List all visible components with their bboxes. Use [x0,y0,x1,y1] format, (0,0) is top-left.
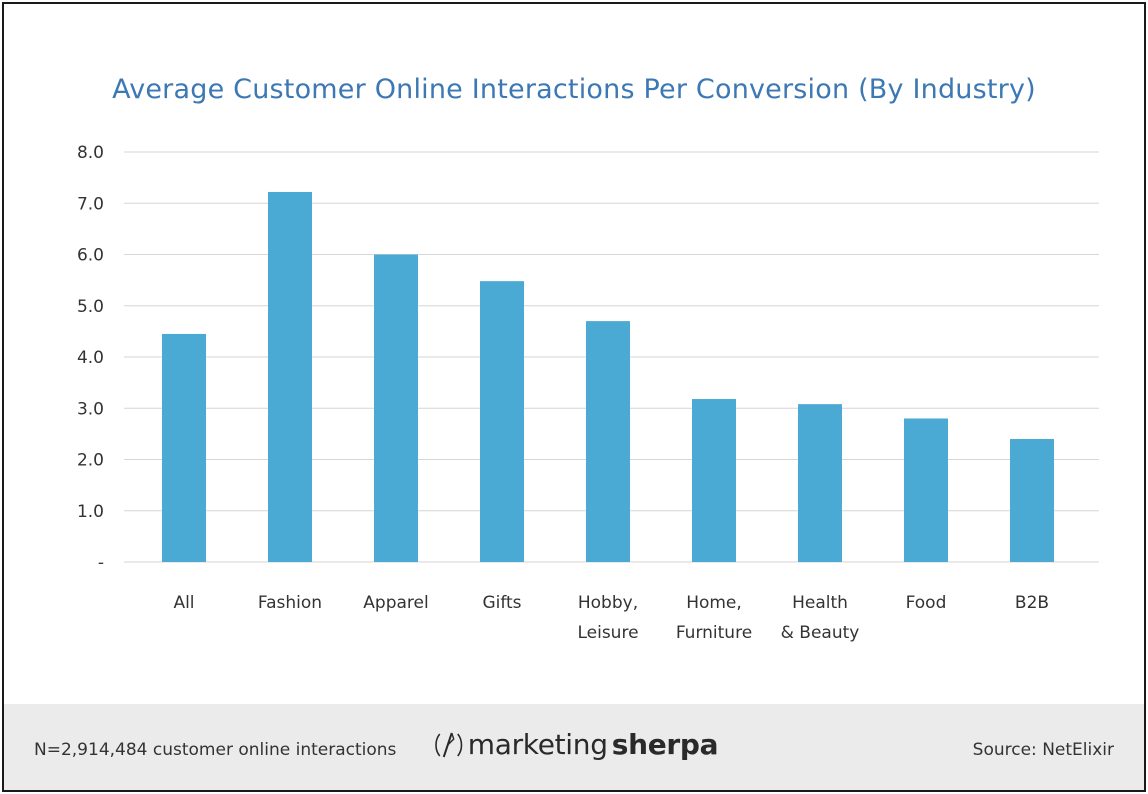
x-tick-label-line: All [173,593,194,613]
x-tick-label-line: Apparel [363,593,428,613]
x-tick-label: Health & Beauty [781,593,860,643]
y-tick-label: 2.0 [77,451,104,471]
marketingsherpa-logo: marketing sherpa [434,728,719,761]
bar [586,321,630,562]
x-tick-label: B2B [1015,593,1049,613]
footer-bar: N=2,914,484 customer online interactions… [4,704,1144,790]
logo-text-marketing: marketing [467,728,608,761]
bar [374,254,418,562]
y-tick-label: 5.0 [77,297,104,317]
x-tick-label-line: Furniture [676,623,752,643]
x-axis-labels: All Fashion Apparel Gifts Hobby, Leisure Home,… [173,593,1049,643]
bar [798,404,842,562]
x-tick-label-line: Home, [686,593,742,613]
y-tick-label: 3.0 [77,399,104,419]
bar [268,191,312,562]
bar [162,333,206,562]
bar [692,399,736,562]
bar [1010,439,1054,562]
y-tick-label: 4.0 [77,348,104,368]
sample-size-note: N=2,914,484 customer online interactions [34,740,397,760]
x-tick-label: All [173,593,194,613]
logo-text-sherpa: sherpa [611,728,719,761]
y-tick-label: 6.0 [77,246,104,266]
source-note: Source: NetElixir [972,740,1114,760]
x-tick-label: Fashion [258,593,322,613]
x-tick-label-line: Fashion [258,593,322,613]
x-tick-label: Apparel [363,593,428,613]
x-tick-label-line: Hobby, [578,593,638,613]
bar-chart: - 1.0 2.0 3.0 4.0 5.0 6.0 7.0 8.0 All Fashion Appa… [77,143,1099,643]
x-tick-label: Home, Furniture [676,593,752,643]
y-tick-label: 7.0 [77,194,104,214]
x-tick-label-line: Leisure [577,623,638,643]
y-tick-label: 8.0 [77,143,104,163]
bar [480,281,524,562]
x-tick-label-line: Health [792,593,848,613]
y-axis-ticks: - 1.0 2.0 3.0 4.0 5.0 6.0 7.0 8.0 [77,143,104,573]
y-tick-label: - [98,553,104,573]
y-tick-label: 1.0 [77,502,104,522]
x-tick-label-line: & Beauty [781,623,860,643]
x-tick-label-line: B2B [1015,593,1049,613]
x-tick-label: Hobby, Leisure [577,593,638,643]
x-tick-label: Gifts [482,593,521,613]
x-tick-label: Food [906,593,947,613]
x-tick-label-line: Gifts [482,593,521,613]
quill-icon [435,732,463,757]
x-tick-label-line: Food [906,593,947,613]
chart-title: Average Customer Online Interactions Per… [112,74,1036,105]
bar [904,418,948,562]
bars [162,191,1054,562]
